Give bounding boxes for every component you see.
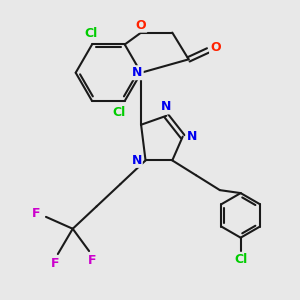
Text: F: F: [32, 207, 41, 220]
Text: F: F: [51, 257, 59, 270]
Text: F: F: [88, 254, 96, 267]
Text: Cl: Cl: [84, 27, 97, 40]
Text: N: N: [131, 154, 142, 167]
Text: O: O: [136, 19, 146, 32]
Text: N: N: [186, 130, 197, 143]
Text: O: O: [210, 41, 221, 54]
Text: Cl: Cl: [112, 106, 125, 119]
Text: N: N: [132, 66, 143, 79]
Text: Cl: Cl: [234, 254, 247, 266]
Text: N: N: [161, 100, 172, 113]
